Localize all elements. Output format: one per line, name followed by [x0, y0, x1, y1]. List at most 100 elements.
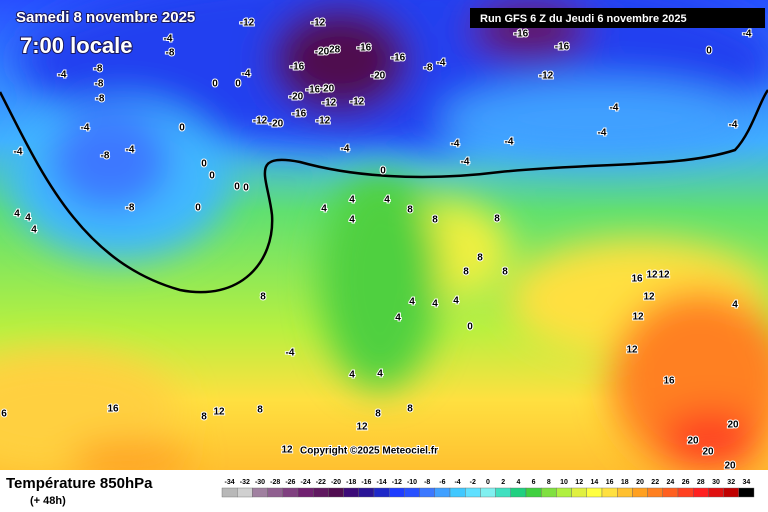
contour-label: -4 [81, 123, 90, 134]
scale-label: 0 [486, 479, 490, 486]
scale-label: -8 [424, 479, 430, 486]
contour-label: 4 [732, 300, 738, 311]
scale-swatch [495, 487, 512, 498]
contour-label: 8 [201, 412, 207, 423]
contour-label: 8 [407, 404, 413, 415]
contour-label: 4 [31, 225, 37, 236]
contour-label: 12 [356, 422, 368, 433]
scale-swatch [465, 487, 481, 498]
contour-label: -12 [316, 116, 331, 127]
lead-time: (+ 48h) [30, 495, 66, 507]
scale-swatch [389, 487, 405, 498]
scale-label: -34 [225, 479, 235, 486]
scale-label: -32 [240, 479, 250, 486]
contour-label: -20 [289, 92, 304, 103]
contour-label: 8 [375, 409, 381, 420]
scale-swatch [221, 487, 238, 498]
scale-swatch [419, 487, 436, 498]
contour-label: -12 [311, 18, 326, 29]
scale-swatch [313, 487, 329, 498]
scale-swatch [632, 487, 648, 498]
scale-label: 14 [591, 479, 599, 486]
contour-label: -8 [166, 48, 175, 59]
scale-swatch [252, 487, 268, 498]
contour-label: -4 [286, 348, 295, 359]
contour-label: 12 [626, 345, 638, 356]
scale-swatch [267, 487, 284, 498]
contour-label: -8 [95, 79, 104, 90]
scale-label: -18 [346, 479, 356, 486]
scale-swatch [236, 487, 253, 498]
scale-swatch [571, 487, 587, 498]
legend-title: Température 850hPa [6, 475, 153, 492]
scale-label: 30 [712, 479, 720, 486]
scale-label: 34 [743, 479, 751, 486]
contour-label: -16 [290, 62, 305, 73]
contour-label: -4 [610, 103, 619, 114]
contour-label: -4 [242, 69, 251, 80]
contour-label: 4 [349, 195, 355, 206]
contour-label: -8 [94, 64, 103, 75]
scale-swatch [480, 487, 496, 498]
scale-label: 16 [606, 479, 614, 486]
time: 7:00 locale [20, 33, 133, 58]
scale-label: -30 [255, 479, 265, 486]
contour-label: -16 [357, 43, 372, 54]
scale-swatch [510, 487, 527, 498]
contour-label: 4 [321, 204, 327, 215]
scale-swatch [601, 487, 618, 498]
contour-label: 8 [260, 292, 266, 303]
scale-swatch [449, 487, 466, 498]
contour-label: 8 [407, 205, 413, 216]
contour-label: 8 [494, 214, 500, 225]
contour-label: -16 [391, 53, 406, 64]
contour-label: 0 [235, 79, 241, 90]
scale-swatch [328, 487, 344, 498]
contour-label: -4 [743, 29, 752, 40]
scale-label: 6 [532, 479, 536, 486]
contour-label: 4 [349, 215, 355, 226]
contour-label: -4 [451, 139, 460, 150]
contour-label: 8 [257, 405, 263, 416]
contour-label: 20 [687, 436, 699, 447]
scale-label: -20 [331, 479, 341, 486]
contour-label: -12 [322, 98, 337, 109]
contour-label: 4 [14, 209, 20, 220]
map-field [0, 0, 768, 470]
scale-label: 28 [697, 479, 705, 486]
contour-label: 12 [632, 312, 644, 323]
contour-label: 12 [213, 407, 225, 418]
contour-label: -12 [240, 18, 255, 29]
contour-label: 0 [243, 183, 249, 194]
contour-label: 20 [724, 461, 736, 472]
scale-label: -16 [361, 479, 371, 486]
contour-label: -12 [253, 116, 268, 127]
scale-swatch [282, 487, 299, 498]
scale-label: 32 [727, 479, 735, 486]
contour-label: -20 [315, 47, 330, 58]
contour-label: 8 [502, 267, 508, 278]
scale-label: -2 [470, 479, 476, 486]
contour-label: -20 [371, 71, 386, 82]
contour-label: 12 [646, 270, 658, 281]
scale-label: 8 [547, 479, 551, 486]
contour-label: 8 [463, 267, 469, 278]
contour-label: -4 [14, 147, 23, 158]
contour-label: 4 [349, 370, 355, 381]
contour-label: 4 [409, 297, 415, 308]
scale-swatch [708, 487, 724, 498]
scale-swatch [343, 487, 360, 498]
contour-label: 0 [234, 182, 240, 193]
scale-swatch [373, 487, 390, 498]
scale-swatch [693, 487, 709, 498]
contour-label: -8 [101, 151, 110, 162]
contour-label: 16 [107, 404, 119, 415]
contour-label: 0 [201, 159, 207, 170]
scale-label: 2 [501, 479, 505, 486]
contour-label: 20 [727, 420, 739, 431]
scale-swatch [723, 487, 739, 498]
scale-swatch [556, 487, 572, 498]
contour-label: 4 [384, 195, 390, 206]
scale-swatch [297, 487, 314, 498]
